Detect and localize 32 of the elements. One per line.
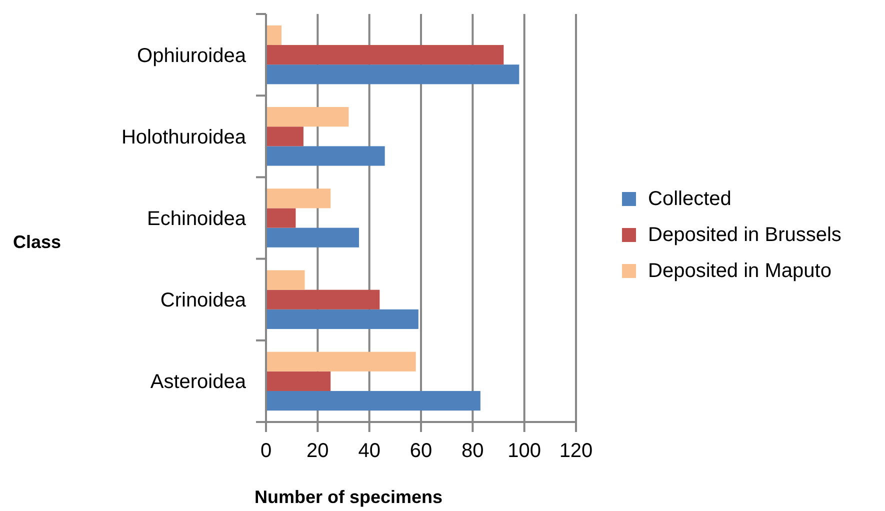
bar — [266, 25, 282, 46]
x-tick-label: 20 — [306, 440, 329, 462]
x-tick-label: 60 — [410, 440, 432, 462]
x-tick-label: 0 — [260, 440, 272, 462]
bar — [266, 290, 380, 310]
bar — [266, 107, 349, 127]
bar — [266, 371, 331, 391]
bar — [266, 126, 304, 146]
bar — [266, 309, 418, 329]
x-axis-title: Number of specimens — [254, 487, 443, 507]
y-tick-label: Asteroidea — [150, 371, 247, 394]
bar — [266, 188, 331, 208]
bar — [266, 146, 385, 166]
bar — [266, 45, 504, 65]
x-tick-label: 40 — [358, 440, 380, 462]
legend-label: Deposited in Maputo — [648, 260, 832, 282]
x-tick-label: 80 — [462, 440, 484, 462]
y-tick-label: Crinoidea — [160, 290, 247, 312]
legend-label: Collected — [648, 188, 732, 210]
bar — [266, 228, 359, 248]
legend-label: Deposited in Brussels — [648, 224, 842, 246]
bar — [266, 390, 480, 411]
bar — [266, 352, 416, 372]
y-tick-label: Holothuroidea — [121, 126, 247, 148]
bar — [266, 64, 520, 84]
y-axis-title: Class — [12, 232, 62, 252]
x-tick-label: 120 — [559, 440, 593, 462]
bar — [266, 208, 296, 228]
bar — [266, 270, 305, 290]
y-tick-label: Ophiuroidea — [137, 44, 247, 67]
y-tick-label: Echinoidea — [147, 208, 247, 230]
x-tick-label: 100 — [508, 440, 542, 462]
